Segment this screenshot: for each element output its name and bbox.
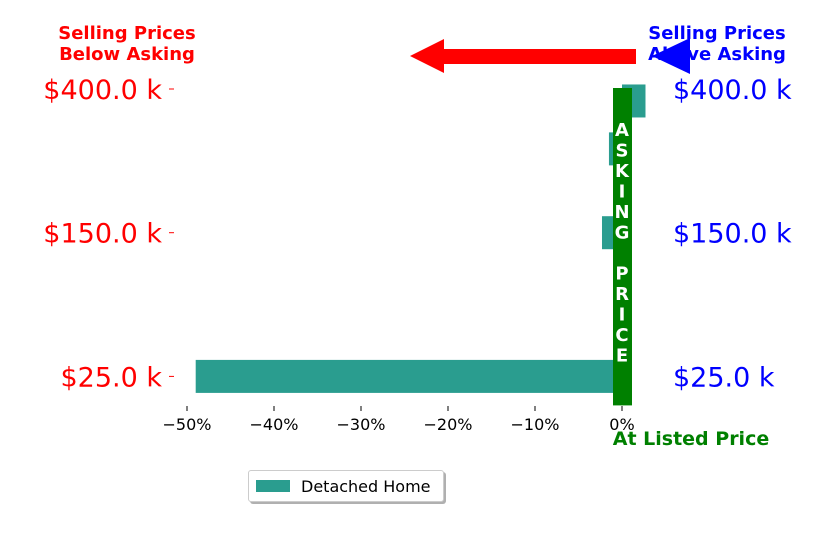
x-tick-label-1: −40%: [250, 415, 299, 434]
y-tick-label-left-0: $400.0 k: [43, 75, 162, 106]
legend-swatch-detached-home: [256, 480, 290, 492]
above-asking-label-line-0: Selling Prices: [648, 23, 785, 44]
x-tick-label-5: 0%: [609, 415, 634, 434]
y-tick-label-left-1: $150.0 k: [43, 219, 162, 250]
legend-label-detached-home: Detached Home: [301, 476, 431, 496]
bar-3: [195, 359, 622, 393]
below-asking-label-line-0: Selling Prices: [58, 23, 195, 44]
y-tick-label-right-1: $150.0 k: [673, 219, 792, 250]
asking-price-letter-5: G: [615, 223, 630, 244]
legend: Detached Home: [248, 470, 444, 502]
y-tick-label-right-2: $25.0 k: [673, 362, 775, 393]
y-tick-label-left-2: $25.0 k: [60, 362, 162, 393]
asking-price-letter-0: A: [615, 120, 629, 141]
asking-price-band: [613, 88, 632, 406]
asking-price-letter-8: R: [615, 284, 629, 305]
x-tick-label-2: −30%: [337, 415, 386, 434]
below-arrow-shaft: [442, 49, 636, 64]
asking-price-letter-2: K: [615, 161, 630, 182]
asking-price-letter-3: I: [619, 182, 626, 203]
y-tick-label-right-0: $400.0 k: [673, 75, 792, 106]
x-tick-label-4: −10%: [511, 415, 560, 434]
above-arrow-head: [652, 38, 690, 74]
asking-price-letter-9: I: [619, 305, 626, 326]
at-listed-price-label: At Listed Price: [613, 428, 769, 450]
x-tick-label-0: −50%: [163, 415, 212, 434]
asking-price-letter-10: C: [615, 325, 628, 346]
below-asking-label-line-1: Below Asking: [59, 44, 195, 65]
asking-price-letter-7: P: [615, 264, 628, 285]
x-tick-label-3: −20%: [424, 415, 473, 434]
asking-price-letter-11: E: [616, 346, 628, 367]
asking-price-letter-1: S: [616, 141, 629, 162]
asking-price-letter-4: N: [614, 202, 629, 223]
below-arrow-head: [410, 39, 444, 73]
